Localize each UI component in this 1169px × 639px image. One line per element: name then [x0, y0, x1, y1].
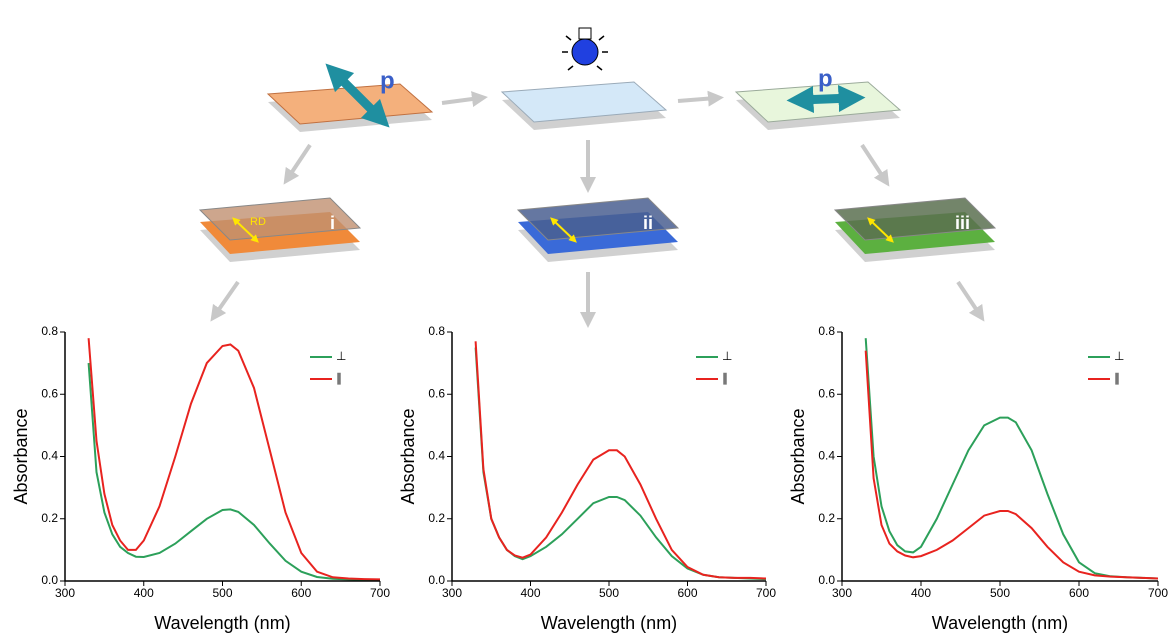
x-tick-label: 400 [134, 586, 154, 600]
label: ii [643, 213, 653, 233]
x-tick-label: 300 [832, 586, 852, 600]
series-line [89, 363, 380, 580]
label: iii [955, 213, 970, 233]
x-tick-label: 400 [911, 586, 931, 600]
chart: 0.0 0.2 0.4 0.6 0.8 300 400 500 600 700 Wavelength… [788, 324, 1169, 633]
x-tick-label: 500 [990, 586, 1010, 600]
chart: 0.0 0.2 0.4 0.6 0.8 300 400 500 600 700 Wavelength… [11, 324, 391, 633]
bulb [572, 39, 598, 65]
x-tick-label: 400 [520, 586, 540, 600]
y-tick-label: 0.6 [41, 386, 58, 400]
y-tick-label: 0.0 [41, 573, 58, 587]
y-tick-label: 0.6 [818, 386, 835, 400]
x-tick-label: 500 [599, 586, 619, 600]
diagram: p p [200, 28, 995, 320]
y-tick-label: 0.2 [41, 511, 58, 525]
chart: 0.0 0.2 0.4 0.6 0.8 300 400 500 600 700 Wavelength… [398, 324, 777, 633]
figure: p p [0, 0, 1169, 639]
bulb-cap [579, 28, 591, 39]
y-axis-label: Absorbance [788, 408, 808, 504]
legend-label: ⊥ [1114, 349, 1124, 363]
x-tick-label: 600 [677, 586, 697, 600]
x-tick-label: 700 [756, 586, 776, 600]
label: RD [250, 216, 266, 228]
legend-label: ⊥ [336, 349, 346, 363]
x-axis-label: Wavelength (nm) [154, 613, 290, 633]
x-tick-label: 300 [442, 586, 462, 600]
legend-label: ∥ [722, 371, 728, 385]
y-tick-label: 0.2 [428, 511, 445, 525]
y-axis-label: Absorbance [398, 408, 418, 504]
stack-iii [835, 198, 995, 262]
x-axis-label: Wavelength (nm) [932, 613, 1068, 633]
y-tick-label: 0.8 [41, 324, 58, 338]
y-tick-label: 0.0 [818, 573, 835, 587]
label: p [380, 67, 395, 94]
axes [452, 332, 766, 581]
legend-label: ⊥ [722, 349, 732, 363]
polarization-arrow [800, 98, 852, 100]
y-tick-label: 0.8 [818, 324, 835, 338]
stack-i [200, 198, 360, 262]
legend-label: ∥ [1114, 371, 1120, 385]
y-tick-label: 0.8 [428, 324, 445, 338]
y-tick-label: 0.2 [818, 511, 835, 525]
x-tick-label: 300 [55, 586, 75, 600]
label: p [818, 65, 833, 92]
y-tick-label: 0.0 [428, 573, 445, 587]
x-axis-label: Wavelength (nm) [541, 613, 677, 633]
x-tick-label: 700 [1148, 586, 1168, 600]
x-tick-label: 600 [1069, 586, 1089, 600]
x-tick-label: 500 [212, 586, 232, 600]
stack-ii [518, 198, 678, 262]
x-tick-label: 600 [291, 586, 311, 600]
axes [65, 332, 380, 581]
y-tick-label: 0.4 [428, 449, 445, 463]
y-tick-label: 0.4 [818, 449, 835, 463]
y-axis-label: Absorbance [11, 408, 31, 504]
y-tick-label: 0.4 [41, 449, 58, 463]
legend-label: ∥ [336, 371, 342, 385]
label: i [330, 213, 335, 233]
y-tick-label: 0.6 [428, 386, 445, 400]
x-tick-label: 700 [370, 586, 390, 600]
